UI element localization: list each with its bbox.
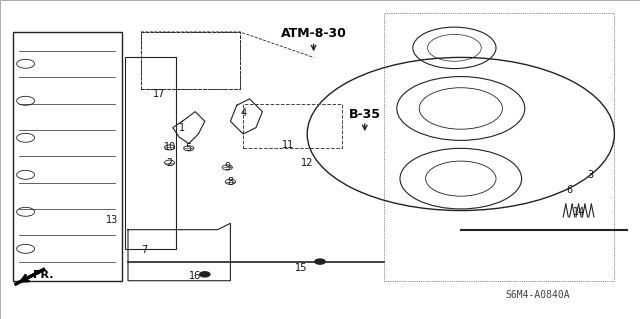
Text: 3: 3 xyxy=(587,170,593,181)
Text: 7: 7 xyxy=(141,245,147,256)
Text: 17: 17 xyxy=(152,89,165,99)
Circle shape xyxy=(315,259,325,264)
Text: 15: 15 xyxy=(294,263,307,273)
Text: S6M4-A0840A: S6M4-A0840A xyxy=(506,290,570,300)
Text: ATM-8-30: ATM-8-30 xyxy=(281,27,346,40)
Bar xyxy=(125,57,176,249)
Bar xyxy=(13,32,122,281)
Text: 10: 10 xyxy=(163,142,176,152)
Text: 6: 6 xyxy=(566,185,573,195)
Text: 1: 1 xyxy=(179,122,186,133)
Text: B-35: B-35 xyxy=(349,108,381,121)
Circle shape xyxy=(200,272,210,277)
Text: 2: 2 xyxy=(166,158,173,168)
Text: 14: 14 xyxy=(573,207,586,217)
Text: 16: 16 xyxy=(189,271,202,281)
Text: FR.: FR. xyxy=(33,270,54,280)
Text: 12: 12 xyxy=(301,158,314,168)
Text: 5: 5 xyxy=(186,143,192,153)
Bar xyxy=(141,32,240,89)
Text: 9: 9 xyxy=(224,162,230,173)
Text: 4: 4 xyxy=(240,108,246,118)
Text: 13: 13 xyxy=(106,215,118,225)
Bar xyxy=(243,104,342,148)
Text: 8: 8 xyxy=(227,177,234,187)
Text: 11: 11 xyxy=(282,140,294,150)
